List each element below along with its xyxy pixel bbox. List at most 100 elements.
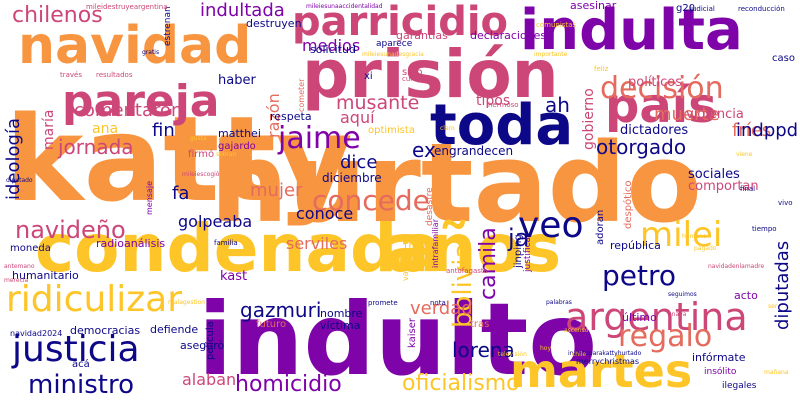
cloud-word: otorgado <box>596 135 687 159</box>
cloud-word: cumple <box>402 75 428 83</box>
cloud-word: ah <box>545 93 570 117</box>
cloud-word: maría <box>41 109 57 150</box>
cloud-word: condenada <box>35 210 442 287</box>
cloud-word: gobierno <box>581 88 597 150</box>
cloud-word: tipos <box>476 93 511 109</box>
cloud-word: indulta <box>520 0 743 63</box>
cloud-word: mileiesunadesgracia <box>362 51 424 58</box>
cloud-word: ja <box>508 224 530 252</box>
cloud-word: chilenos <box>12 3 103 28</box>
cloud-word: humano <box>682 233 707 240</box>
cloud-word: milei <box>640 215 723 255</box>
cloud-word: cometer <box>297 78 306 112</box>
cloud-word: nota <box>430 299 446 307</box>
cloud-word: indppd <box>736 120 799 141</box>
cloud-word: comportan <box>688 179 759 194</box>
cloud-word: infórmate <box>692 351 746 364</box>
cloud-word: comunistas <box>536 21 577 29</box>
cloud-word: engrandecen <box>434 144 514 158</box>
cloud-word: humanitario <box>12 269 79 282</box>
cloud-word: g20 <box>676 3 696 14</box>
cloud-word: verdad <box>410 298 473 319</box>
cloud-word: garantías <box>396 29 448 42</box>
cloud-word: caso <box>772 53 795 64</box>
cloud-word: final <box>740 185 756 193</box>
cloud-word: pagado <box>694 245 717 252</box>
cloud-word: conoce <box>296 204 354 223</box>
cloud-word: kaiser <box>407 318 418 348</box>
cloud-word: mileidestruyeargentina <box>86 3 168 11</box>
cloud-word: judicial <box>690 5 715 13</box>
cloud-word: tras <box>470 319 490 330</box>
cloud-word: alaban <box>182 370 237 389</box>
cloud-word: ser <box>768 303 778 310</box>
cloud-word: concede <box>312 184 430 217</box>
cloud-word: anaya <box>668 311 687 318</box>
cloud-word: insólito <box>704 367 737 377</box>
cloud-word: parricidio <box>292 0 509 45</box>
cloud-word: sobran <box>216 151 237 158</box>
cloud-word: merrychristmas <box>576 357 640 366</box>
cloud-word: nombre <box>320 307 363 320</box>
cloud-word: fa <box>172 183 190 204</box>
cloud-word: dictadores <box>620 123 689 138</box>
cloud-word: sino <box>402 67 423 78</box>
cloud-word: malagestion <box>168 299 205 306</box>
cloud-word: país <box>605 78 717 134</box>
cloud-word: través <box>60 71 83 79</box>
cloud-word: violencia <box>686 107 744 122</box>
cloud-word: indultoparakattyhurtado <box>568 350 642 357</box>
cloud-word: navidad <box>18 16 252 76</box>
cloud-word: oficialismo <box>402 371 520 396</box>
cloud-word: xi <box>364 71 373 82</box>
cloud-word: familia <box>214 239 238 247</box>
cloud-word: declaraciones <box>470 29 547 42</box>
cloud-word: moneda <box>10 243 51 254</box>
cloud-word: diputado <box>6 177 33 184</box>
cloud-word: veo <box>518 205 584 246</box>
cloud-word: mañana <box>764 369 789 376</box>
cloud-word: diciembre <box>322 171 382 185</box>
cloud-word: petro <box>602 259 677 292</box>
cloud-word: último <box>622 311 657 324</box>
cloud-word: palabras <box>546 299 572 306</box>
cloud-word: despótico <box>623 180 634 230</box>
cloud-word: aparece <box>376 39 413 49</box>
cloud-word: ascenso <box>564 327 589 334</box>
cloud-word: merecía <box>4 277 29 284</box>
cloud-word: justicia <box>12 329 140 370</box>
cloud-word: respeta <box>270 110 312 123</box>
cloud-word: ex <box>412 138 436 162</box>
cloud-word: mujer <box>250 180 303 201</box>
cloud-word: haber <box>218 73 256 88</box>
cloud-word: adoran <box>595 209 606 245</box>
cloud-word: comentaron <box>74 100 183 121</box>
cloud-word: pareja <box>62 76 220 127</box>
cloud-word: aquí <box>340 108 375 127</box>
cloud-word: ilegales <box>722 381 757 391</box>
cloud-word: trato <box>404 239 431 252</box>
cloud-word: ideología <box>3 118 24 200</box>
cloud-word: navideño <box>15 216 126 244</box>
cloud-word: navidad2024 <box>10 329 63 338</box>
cloud-word: lorena <box>452 338 515 362</box>
cloud-word: destruyen <box>246 17 302 30</box>
cloud-word: fríes <box>732 120 772 141</box>
cloud-word: medios <box>302 36 361 55</box>
cloud-word: kast <box>220 269 248 284</box>
cloud-word: gratis <box>142 49 160 56</box>
cloud-word: sociales <box>688 167 740 182</box>
cloud-word: regalo <box>618 319 713 354</box>
cloud-word: solicitud <box>310 43 356 56</box>
cloud-word: futuro <box>256 319 287 330</box>
cloud-word: camila <box>476 227 501 300</box>
cloud-word: película <box>205 321 216 360</box>
cloud-word: mensaje <box>145 181 154 215</box>
cloud-word: optimista <box>368 125 415 136</box>
cloud-word: mileiescogió <box>182 171 220 178</box>
cloud-word: viene <box>736 151 753 158</box>
cloud-word: vivo <box>778 199 793 207</box>
cloud-word: defiende <box>150 323 199 336</box>
cloud-word: estrenan <box>163 6 173 46</box>
